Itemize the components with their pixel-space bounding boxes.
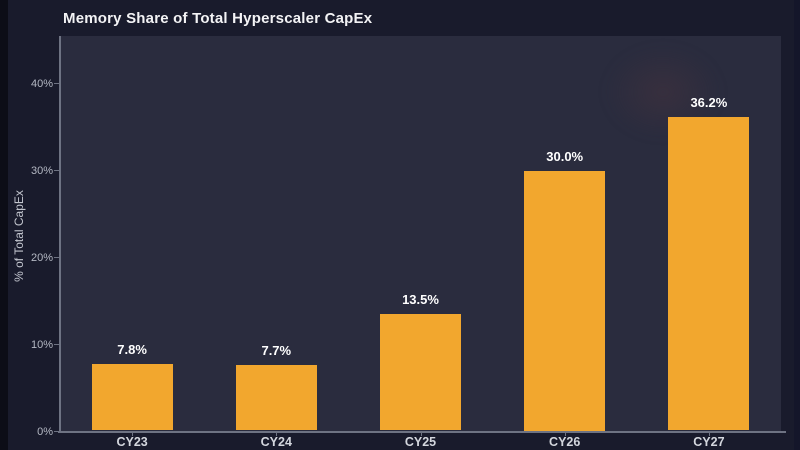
chart-title: Memory Share of Total Hyperscaler CapEx [63,10,373,27]
x-tick-mark [564,432,566,436]
bar-cy25 [380,314,461,431]
y-tick-mark [54,83,60,84]
bar-cy24 [235,364,317,431]
x-category-label: CY24 [260,435,292,449]
y-tick-label: 10% [30,338,53,351]
y-tick-label: 30% [30,164,53,177]
y-tick-mark [54,170,60,171]
x-tick-mark [708,432,710,436]
bar-value-label: 13.5% [402,292,439,308]
bar-cy26 [524,170,606,431]
x-tick-mark [420,432,422,436]
x-category-label: CY23 [116,435,148,449]
x-tick-mark [276,432,278,436]
y-tick-label: 40% [30,77,53,90]
y-tick-label: 20% [30,251,53,264]
y-tick-mark [54,344,60,345]
letterbox-left [0,0,8,450]
bar-value-label: 7.8% [117,341,147,357]
bar-value-label: 36.2% [690,94,728,110]
x-category-label: CY26 [549,435,581,449]
y-tick-mark [54,257,60,258]
y-tick-mark [54,431,60,432]
bar-cy27 [668,116,750,431]
y-axis-title: % of Total CapEx [12,190,26,282]
bar-value-label: 7.7% [261,342,292,358]
bar-cy23 [91,363,173,431]
bar-value-label: 30.0% [546,148,584,164]
x-tick-mark [132,432,134,436]
x-category-label: CY25 [404,435,437,449]
y-tick-label: 0% [37,425,53,438]
y-axis-line [59,36,61,432]
x-category-label: CY27 [693,435,725,449]
letterbox-right [794,0,800,450]
x-axis-line [58,430,786,433]
